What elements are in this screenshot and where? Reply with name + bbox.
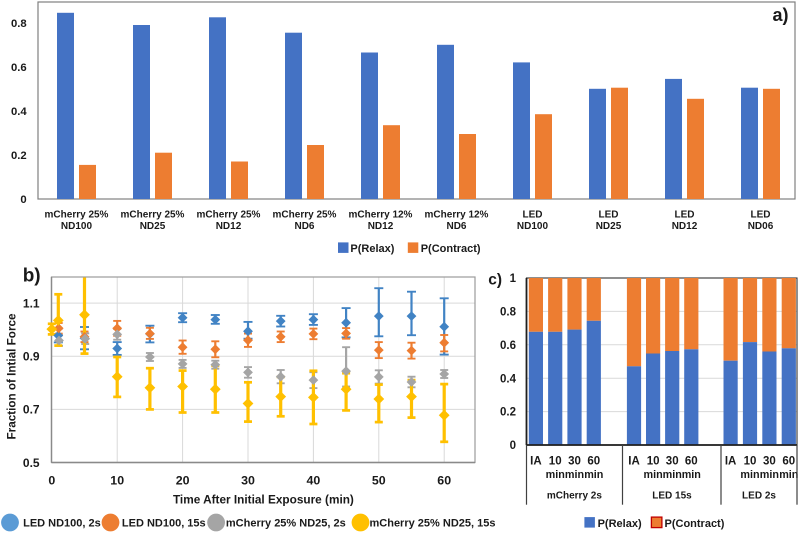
svg-text:P(Contract): P(Contract) bbox=[421, 243, 481, 255]
svg-text:10: 10 bbox=[110, 474, 124, 488]
svg-text:0.5: 0.5 bbox=[23, 456, 40, 470]
svg-text:min: min bbox=[740, 469, 759, 481]
svg-text:50: 50 bbox=[372, 474, 386, 488]
svg-text:10: 10 bbox=[647, 456, 660, 468]
svg-text:min: min bbox=[779, 469, 798, 481]
svg-text:0.9: 0.9 bbox=[23, 350, 40, 364]
svg-text:min: min bbox=[760, 469, 779, 481]
svg-text:mCherry 25% ND25, 2s: mCherry 25% ND25, 2s bbox=[226, 518, 346, 530]
svg-text:1.1: 1.1 bbox=[23, 296, 40, 310]
svg-text:10: 10 bbox=[549, 456, 562, 468]
svg-text:min: min bbox=[682, 469, 701, 481]
svg-text:ND25: ND25 bbox=[140, 221, 166, 232]
svg-text:0: 0 bbox=[48, 474, 55, 488]
svg-text:min: min bbox=[546, 469, 565, 481]
svg-text:0.2: 0.2 bbox=[500, 407, 516, 419]
svg-text:1: 1 bbox=[510, 273, 517, 285]
svg-text:20: 20 bbox=[176, 474, 190, 488]
svg-text:60: 60 bbox=[685, 456, 698, 468]
svg-text:ND6: ND6 bbox=[294, 221, 314, 232]
svg-text:10: 10 bbox=[744, 456, 757, 468]
svg-text:60: 60 bbox=[587, 456, 600, 468]
svg-text:0.8: 0.8 bbox=[11, 18, 27, 30]
svg-text:mCherry 12%: mCherry 12% bbox=[349, 210, 413, 221]
svg-text:Time After Initial Exposure (m: Time After Initial Exposure (min) bbox=[173, 492, 354, 506]
svg-text:LED: LED bbox=[599, 210, 619, 221]
svg-text:min: min bbox=[663, 469, 682, 481]
svg-text:LED ND100, 2s: LED ND100, 2s bbox=[23, 518, 101, 530]
svg-text:min: min bbox=[565, 469, 584, 481]
svg-text:min: min bbox=[584, 469, 603, 481]
svg-text:60: 60 bbox=[437, 474, 451, 488]
svg-text:min: min bbox=[643, 469, 662, 481]
svg-text:a): a) bbox=[772, 5, 788, 25]
svg-text:mCherry 25%: mCherry 25% bbox=[273, 210, 337, 221]
svg-text:ND12: ND12 bbox=[368, 221, 394, 232]
svg-text:mCherry 25%: mCherry 25% bbox=[45, 210, 109, 221]
svg-text:c): c) bbox=[488, 271, 502, 288]
svg-text:0.6: 0.6 bbox=[11, 62, 27, 74]
svg-text:P(Relax): P(Relax) bbox=[350, 243, 394, 255]
svg-text:LED: LED bbox=[751, 210, 771, 221]
svg-text:0: 0 bbox=[510, 440, 516, 452]
svg-text:LED 2s: LED 2s bbox=[742, 491, 776, 502]
svg-text:P(Relax): P(Relax) bbox=[598, 518, 642, 530]
svg-text:b): b) bbox=[23, 266, 41, 287]
svg-text:IA: IA bbox=[530, 456, 542, 468]
svg-text:mCherry 12%: mCherry 12% bbox=[425, 210, 489, 221]
svg-text:IA: IA bbox=[725, 456, 737, 468]
svg-text:ND6: ND6 bbox=[446, 221, 466, 232]
svg-text:30: 30 bbox=[568, 456, 581, 468]
svg-text:mCherry 25%: mCherry 25% bbox=[121, 210, 185, 221]
svg-text:40: 40 bbox=[307, 474, 321, 488]
svg-text:ND100: ND100 bbox=[61, 221, 93, 232]
svg-text:0.7: 0.7 bbox=[23, 403, 40, 417]
svg-text:Fraction of Intial Force: Fraction of Intial Force bbox=[6, 313, 19, 439]
svg-text:0.6: 0.6 bbox=[500, 340, 516, 352]
svg-text:IA: IA bbox=[628, 456, 640, 468]
svg-text:ND25: ND25 bbox=[596, 221, 622, 232]
svg-text:ND12: ND12 bbox=[672, 221, 698, 232]
svg-text:60: 60 bbox=[782, 456, 795, 468]
svg-text:mCherry 25% ND25, 15s: mCherry 25% ND25, 15s bbox=[370, 518, 496, 530]
svg-text:LED: LED bbox=[523, 210, 543, 221]
svg-text:0.4: 0.4 bbox=[500, 373, 517, 385]
svg-text:30: 30 bbox=[763, 456, 776, 468]
svg-text:0.8: 0.8 bbox=[500, 307, 517, 319]
svg-text:LED: LED bbox=[675, 210, 695, 221]
svg-text:30: 30 bbox=[666, 456, 679, 468]
svg-text:LED 15s: LED 15s bbox=[652, 491, 692, 502]
svg-text:30: 30 bbox=[241, 474, 255, 488]
svg-text:mCherry 2s: mCherry 2s bbox=[547, 491, 602, 502]
svg-text:ND12: ND12 bbox=[216, 221, 242, 232]
svg-text:0: 0 bbox=[20, 194, 26, 206]
svg-text:ND06: ND06 bbox=[748, 221, 774, 232]
svg-text:0.2: 0.2 bbox=[11, 150, 27, 162]
svg-text:mCherry 25%: mCherry 25% bbox=[197, 210, 261, 221]
svg-text:LED ND100, 15s: LED ND100, 15s bbox=[122, 518, 206, 530]
svg-text:0.4: 0.4 bbox=[11, 106, 27, 118]
svg-text:P(Contract): P(Contract) bbox=[665, 518, 725, 530]
svg-text:ND100: ND100 bbox=[517, 221, 549, 232]
